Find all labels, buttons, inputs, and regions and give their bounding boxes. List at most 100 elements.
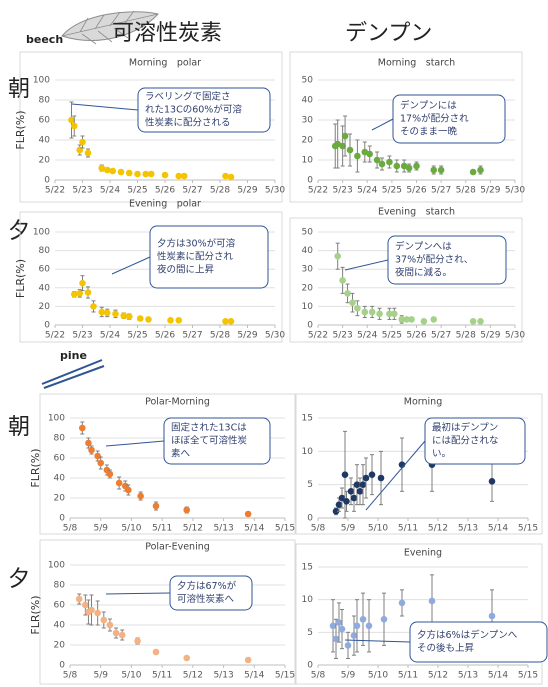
point (379, 161, 386, 168)
x-tick-label: 5/22 (308, 331, 328, 341)
point (104, 167, 111, 174)
x-tick-label: 5/30 (265, 186, 285, 196)
point (162, 172, 169, 179)
y-tick-label: 50 (302, 228, 314, 238)
point (406, 165, 413, 172)
y-tick-label: 30 (302, 116, 314, 126)
x-tick-label: 5/9 (341, 524, 356, 534)
chart-title: Morning polar (129, 58, 201, 69)
x-tick-label: 5/11 (152, 671, 172, 681)
point (79, 280, 86, 287)
point (71, 123, 78, 130)
point (97, 460, 104, 467)
row-label: 朝 (8, 77, 30, 102)
point (118, 169, 125, 176)
point (408, 316, 415, 323)
point (345, 642, 352, 649)
page: beech 可溶性炭素 デンプン 朝 夕 朝 夕 pine Morning po… (0, 0, 548, 687)
point (112, 311, 119, 318)
callout-text: 性炭素に配分され (157, 251, 234, 263)
callout-text: れた13Cの60%が可溶 (145, 104, 242, 116)
point (245, 511, 252, 518)
y-tick-label: 50 (302, 76, 314, 86)
x-tick-label: 5/8 (311, 524, 326, 534)
callout-pointer (372, 119, 393, 130)
y-tick-label: 5 (307, 628, 313, 638)
x-tick-label: 5/24 (100, 331, 120, 341)
callout-text: 夜の間に上昇 (157, 264, 215, 276)
y-tick-label: 20 (39, 156, 51, 166)
x-tick-label: 5/22 (45, 331, 65, 341)
x-tick-label: 5/28 (210, 186, 230, 196)
point (360, 481, 367, 488)
x-tick-label: 5/15 (275, 671, 295, 681)
point (134, 638, 141, 645)
pine-needles (42, 360, 104, 388)
chart-title: Polar-Evening (145, 542, 210, 553)
y-tick-label: 60 (54, 454, 66, 464)
point (228, 174, 235, 181)
point (88, 447, 95, 454)
point (366, 151, 373, 158)
x-tick-label: 5/10 (121, 524, 141, 534)
point (421, 318, 428, 325)
point (85, 289, 92, 296)
point (109, 168, 116, 175)
x-tick-label: 5/27 (431, 331, 451, 341)
y-axis-label: FLR(%) (29, 448, 42, 487)
y-axis-label: FLR(%) (14, 110, 27, 149)
x-tick-label: 5/24 (357, 331, 377, 341)
point (386, 159, 393, 166)
point (342, 133, 349, 140)
point (342, 471, 349, 478)
callout-text: デンプンには (400, 100, 457, 112)
x-tick-label: 5/10 (368, 524, 388, 534)
point (378, 475, 385, 482)
point (113, 630, 120, 637)
x-tick-label: 5/14 (244, 524, 264, 534)
callout-pointer (106, 441, 164, 446)
y-tick-label: 100 (48, 561, 65, 571)
chart-frame (40, 540, 295, 684)
y-tick-label: 40 (302, 246, 314, 256)
point (429, 598, 436, 605)
x-tick-label: 5/26 (406, 186, 426, 196)
point (489, 478, 496, 485)
y-tick-label: 60 (39, 265, 51, 275)
row-label: 夕 (8, 567, 30, 592)
point (333, 636, 340, 643)
callout-text: 素へ (171, 448, 191, 460)
x-tick-label: 5/22 (45, 186, 65, 196)
x-tick-label: 5/13 (213, 671, 233, 681)
point (82, 602, 89, 609)
y-tick-label: 40 (54, 621, 66, 631)
x-tick-label: 5/11 (152, 524, 172, 534)
point (391, 311, 398, 318)
point (153, 503, 160, 510)
point (175, 317, 182, 324)
point (343, 498, 350, 505)
x-tick-label: 5/26 (155, 186, 175, 196)
y-tick-label: 10 (302, 447, 314, 457)
point (477, 167, 484, 174)
x-tick-label: 5/23 (72, 331, 92, 341)
x-tick-label: 5/13 (213, 524, 233, 534)
point (394, 163, 401, 170)
y-tick-label: 60 (54, 601, 66, 611)
x-tick-label: 5/13 (458, 671, 478, 681)
x-tick-label: 5/14 (488, 524, 508, 534)
point (107, 471, 114, 478)
point (90, 303, 97, 310)
y-tick-label: 10 (302, 156, 314, 166)
x-tick-label: 5/10 (121, 671, 141, 681)
y-tick-label: 100 (48, 414, 65, 424)
y-tick-label: 80 (39, 96, 51, 106)
point (181, 173, 188, 180)
callout-text: デンプンへは (395, 241, 452, 253)
point (351, 632, 358, 639)
point (430, 167, 437, 174)
point (71, 291, 78, 298)
x-tick-label: 5/30 (505, 331, 525, 341)
point (137, 315, 144, 322)
point (104, 310, 111, 317)
